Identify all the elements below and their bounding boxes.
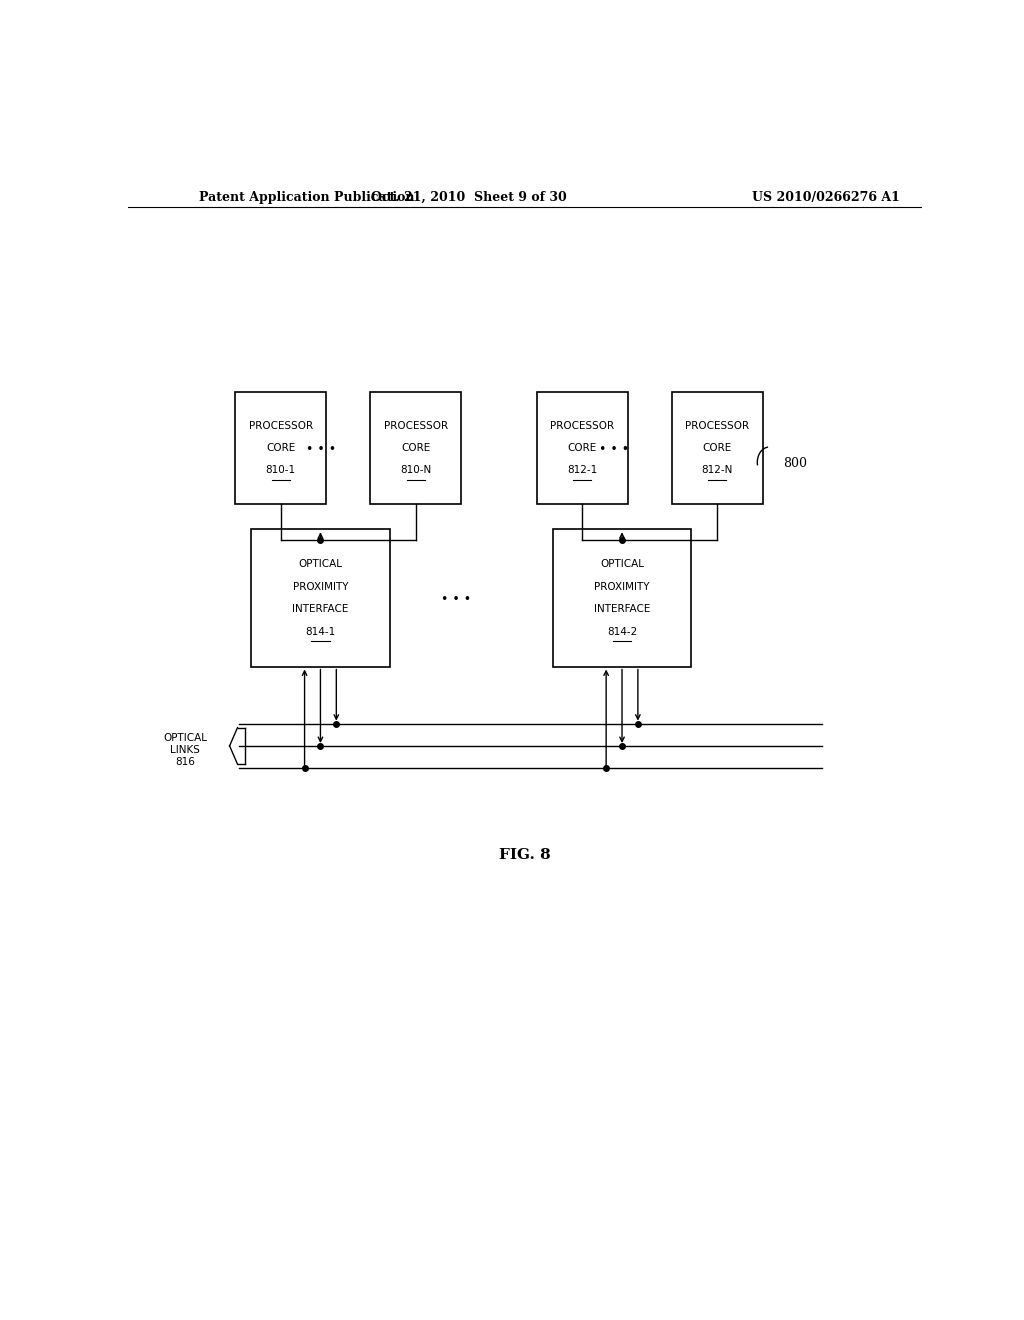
- Text: OPTICAL
LINKS
816: OPTICAL LINKS 816: [163, 734, 207, 767]
- Text: INTERFACE: INTERFACE: [594, 605, 650, 614]
- Text: PROCESSOR: PROCESSOR: [249, 421, 312, 430]
- Text: US 2010/0266276 A1: US 2010/0266276 A1: [753, 190, 900, 203]
- FancyBboxPatch shape: [537, 392, 628, 504]
- Text: 800: 800: [782, 457, 807, 470]
- Text: 810-N: 810-N: [400, 466, 431, 475]
- Text: 812-N: 812-N: [701, 466, 733, 475]
- Text: CORE: CORE: [702, 444, 732, 453]
- Text: INTERFACE: INTERFACE: [292, 605, 348, 614]
- Text: CORE: CORE: [266, 444, 295, 453]
- FancyBboxPatch shape: [370, 392, 461, 504]
- Text: • • •: • • •: [599, 442, 630, 455]
- Text: OPTICAL: OPTICAL: [600, 560, 644, 569]
- Text: CORE: CORE: [401, 444, 430, 453]
- Text: PROXIMITY: PROXIMITY: [594, 582, 650, 591]
- Text: Oct. 21, 2010  Sheet 9 of 30: Oct. 21, 2010 Sheet 9 of 30: [372, 190, 567, 203]
- Text: FIG. 8: FIG. 8: [499, 847, 551, 862]
- Text: • • •: • • •: [306, 442, 336, 455]
- Text: PROXIMITY: PROXIMITY: [293, 582, 348, 591]
- Text: 812-1: 812-1: [567, 466, 597, 475]
- Text: 814-1: 814-1: [305, 627, 336, 636]
- FancyBboxPatch shape: [251, 529, 390, 667]
- Text: PROCESSOR: PROCESSOR: [384, 421, 447, 430]
- FancyBboxPatch shape: [236, 392, 327, 504]
- FancyBboxPatch shape: [553, 529, 691, 667]
- Text: Patent Application Publication: Patent Application Publication: [200, 190, 415, 203]
- Text: PROCESSOR: PROCESSOR: [685, 421, 750, 430]
- Text: OPTICAL: OPTICAL: [298, 560, 342, 569]
- Text: 814-2: 814-2: [607, 627, 637, 636]
- Text: 810-1: 810-1: [265, 466, 296, 475]
- Text: CORE: CORE: [567, 444, 597, 453]
- FancyBboxPatch shape: [672, 392, 763, 504]
- Text: • • •: • • •: [440, 593, 471, 606]
- Text: PROCESSOR: PROCESSOR: [550, 421, 614, 430]
